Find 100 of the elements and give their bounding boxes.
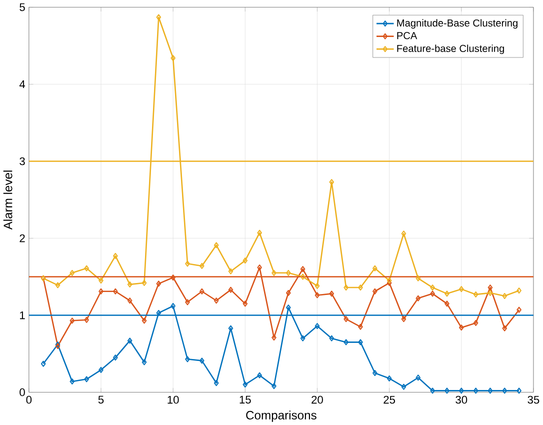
point <box>142 317 147 324</box>
y-tick-label: 5 <box>20 3 25 11</box>
point <box>200 288 204 294</box>
point <box>84 376 89 382</box>
x-tick-label: 5 <box>98 396 104 404</box>
point <box>458 324 464 330</box>
point <box>70 270 75 276</box>
point <box>386 280 392 286</box>
y-tick-label: 3 <box>20 157 25 166</box>
point <box>156 310 162 316</box>
point <box>401 230 406 237</box>
point <box>286 290 291 296</box>
point <box>488 284 493 290</box>
point <box>300 335 306 342</box>
point <box>156 280 162 287</box>
x-tick-label: 25 <box>384 396 395 404</box>
x-tick-label: 10 <box>168 396 179 404</box>
point <box>272 382 276 389</box>
point <box>473 388 478 394</box>
point <box>329 290 334 297</box>
legend-label: PCA <box>397 32 418 40</box>
point <box>200 358 204 364</box>
point <box>502 325 508 332</box>
point <box>200 262 204 269</box>
point <box>127 338 132 344</box>
point <box>228 268 234 274</box>
point <box>329 178 334 185</box>
point <box>473 320 478 326</box>
point <box>113 354 118 360</box>
point <box>142 280 147 286</box>
point <box>300 266 306 272</box>
point <box>416 374 421 381</box>
point <box>314 282 320 289</box>
point <box>372 370 378 376</box>
point <box>444 388 450 394</box>
point <box>170 54 176 61</box>
point <box>214 242 219 248</box>
x-tick-label: 0 <box>26 396 32 404</box>
point <box>113 252 118 259</box>
y-tick-label: 2 <box>20 234 25 242</box>
x-tick-label: 15 <box>240 396 251 404</box>
point <box>488 290 493 296</box>
y-axis-title: Alarm level <box>3 170 12 230</box>
point <box>286 304 291 310</box>
point <box>416 295 421 302</box>
x-axis-title: Comparisons <box>246 410 316 422</box>
point <box>444 290 450 297</box>
point <box>358 339 363 346</box>
point <box>300 274 306 280</box>
x-tick-label: 20 <box>312 396 323 404</box>
point <box>430 290 435 297</box>
point <box>502 388 508 394</box>
point <box>458 388 464 394</box>
x-tick-label: 35 <box>528 396 540 404</box>
point <box>358 284 363 290</box>
point <box>430 284 435 290</box>
point <box>314 292 320 298</box>
point <box>228 325 234 332</box>
point <box>127 281 132 288</box>
point <box>386 277 392 284</box>
point <box>257 264 262 270</box>
point <box>272 334 276 340</box>
point <box>358 324 363 330</box>
point <box>257 372 262 378</box>
point <box>416 275 421 282</box>
point <box>401 384 406 390</box>
y-tick-label: 4 <box>19 80 26 88</box>
point <box>242 257 248 264</box>
point <box>473 291 478 298</box>
point <box>127 297 132 304</box>
point <box>458 286 464 292</box>
point <box>170 302 176 309</box>
point <box>70 378 75 384</box>
point <box>344 339 348 346</box>
point <box>185 299 190 306</box>
point <box>242 300 248 307</box>
point <box>228 286 234 293</box>
point <box>488 388 493 394</box>
point <box>98 366 104 373</box>
point <box>272 270 276 276</box>
point <box>185 356 190 362</box>
point <box>142 359 147 366</box>
x-tick-label: 30 <box>456 396 468 404</box>
point <box>113 288 118 294</box>
point <box>55 282 60 288</box>
point <box>314 322 320 329</box>
point <box>344 316 348 322</box>
point <box>257 230 262 236</box>
point <box>84 265 89 272</box>
point <box>242 381 248 388</box>
point <box>372 288 378 294</box>
point <box>185 260 190 267</box>
point <box>502 292 508 299</box>
point <box>156 14 162 20</box>
legend-label: Feature-base Clustering <box>397 44 504 54</box>
point <box>386 375 392 382</box>
legend-label: Magnitude-Base Clustering <box>397 19 518 28</box>
point <box>214 297 219 304</box>
point <box>344 284 348 290</box>
y-tick-label: 1 <box>20 311 25 319</box>
